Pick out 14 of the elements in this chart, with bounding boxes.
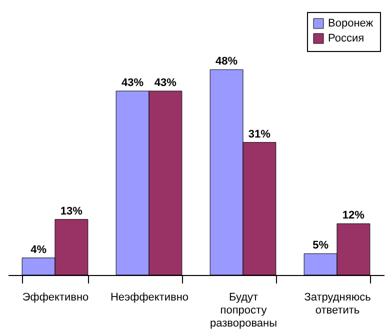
data-label: 12% [342, 210, 365, 222]
data-label: 48% [216, 56, 238, 68]
x-tick-label: Неэффективно [110, 292, 189, 304]
data-label: 13% [60, 205, 83, 218]
data-label: 43% [122, 77, 144, 90]
data-label: 43% [154, 77, 177, 90]
x-tick-label: Будут попросту разворованы [210, 292, 278, 330]
data-label: 4% [30, 244, 47, 256]
data-label: 5% [312, 240, 329, 252]
legend-label: Воронеж [328, 18, 374, 30]
legend-label: Россия [328, 32, 364, 44]
x-tick-label: Затрудняюсь ответить [304, 292, 372, 316]
x-tick-label: Эффективно [22, 292, 89, 304]
data-label: 31% [248, 128, 271, 140]
